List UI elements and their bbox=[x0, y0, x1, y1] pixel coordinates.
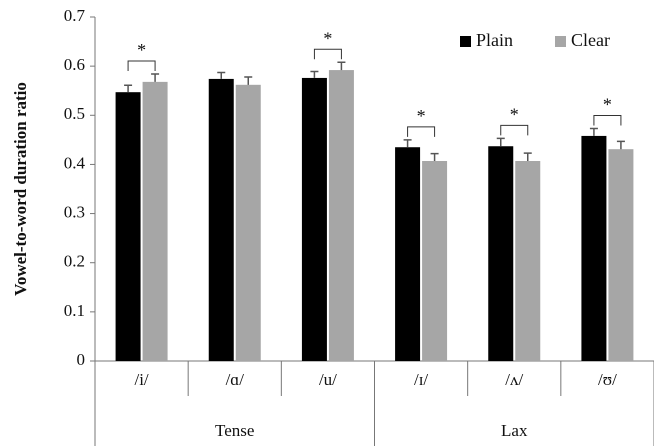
bar bbox=[142, 81, 168, 362]
significance-bracket bbox=[500, 124, 529, 136]
x-tick-label: /ɑ/ bbox=[226, 370, 245, 389]
bar bbox=[488, 146, 514, 361]
significance-bracket bbox=[593, 115, 622, 126]
error-bar bbox=[430, 152, 439, 161]
error-bar bbox=[151, 73, 160, 82]
x-tick-label: /i/ bbox=[134, 370, 148, 389]
x-tick-label: /ʊ/ bbox=[598, 370, 617, 389]
significance-label: * bbox=[323, 28, 332, 48]
x-tick-label: /ɪ/ bbox=[414, 370, 428, 389]
x-tick-label: /ʌ/ bbox=[505, 370, 523, 389]
legend-swatch bbox=[460, 36, 471, 47]
y-tick-label: 0 bbox=[77, 350, 86, 369]
y-tick-label: 0.6 bbox=[64, 55, 85, 74]
y-tick-label: 0.3 bbox=[64, 202, 85, 221]
legend-label: Clear bbox=[571, 30, 610, 50]
bar bbox=[115, 92, 141, 361]
significance-label: * bbox=[603, 95, 612, 115]
bar bbox=[515, 160, 541, 361]
y-axis-label: Vowel-to-word duration ratio bbox=[11, 82, 30, 296]
error-bar bbox=[496, 137, 505, 147]
y-tick-label: 0.4 bbox=[64, 153, 86, 172]
bar bbox=[422, 160, 448, 361]
bar bbox=[608, 149, 634, 361]
x-tick-label: /u/ bbox=[319, 370, 337, 389]
bar bbox=[395, 147, 421, 361]
error-bar bbox=[403, 139, 412, 148]
legend-swatch bbox=[555, 36, 566, 47]
bar bbox=[581, 135, 607, 361]
group-label: Lax bbox=[501, 421, 528, 440]
error-bar bbox=[124, 84, 133, 93]
y-tick-label: 0.5 bbox=[64, 104, 85, 123]
group-label: Tense bbox=[215, 421, 254, 440]
significance-bracket bbox=[407, 126, 436, 137]
y-tick-label: 0.1 bbox=[64, 301, 85, 320]
significance-label: * bbox=[417, 106, 426, 126]
bar bbox=[208, 78, 234, 362]
significance-bracket bbox=[313, 48, 342, 60]
error-bar bbox=[589, 127, 598, 136]
significance-label: * bbox=[137, 40, 146, 60]
error-bar bbox=[217, 71, 226, 79]
error-bar bbox=[244, 76, 253, 85]
bar bbox=[328, 70, 354, 362]
error-bar bbox=[337, 61, 346, 71]
y-tick-label: 0.7 bbox=[64, 6, 86, 25]
significance-label: * bbox=[510, 105, 519, 125]
bar bbox=[301, 77, 327, 362]
bar bbox=[235, 84, 261, 362]
legend-label: Plain bbox=[476, 30, 513, 50]
y-tick-label: 0.2 bbox=[64, 252, 85, 271]
error-bar bbox=[616, 140, 625, 150]
error-bar bbox=[523, 152, 532, 161]
significance-bracket bbox=[127, 60, 156, 72]
error-bar bbox=[310, 70, 319, 78]
